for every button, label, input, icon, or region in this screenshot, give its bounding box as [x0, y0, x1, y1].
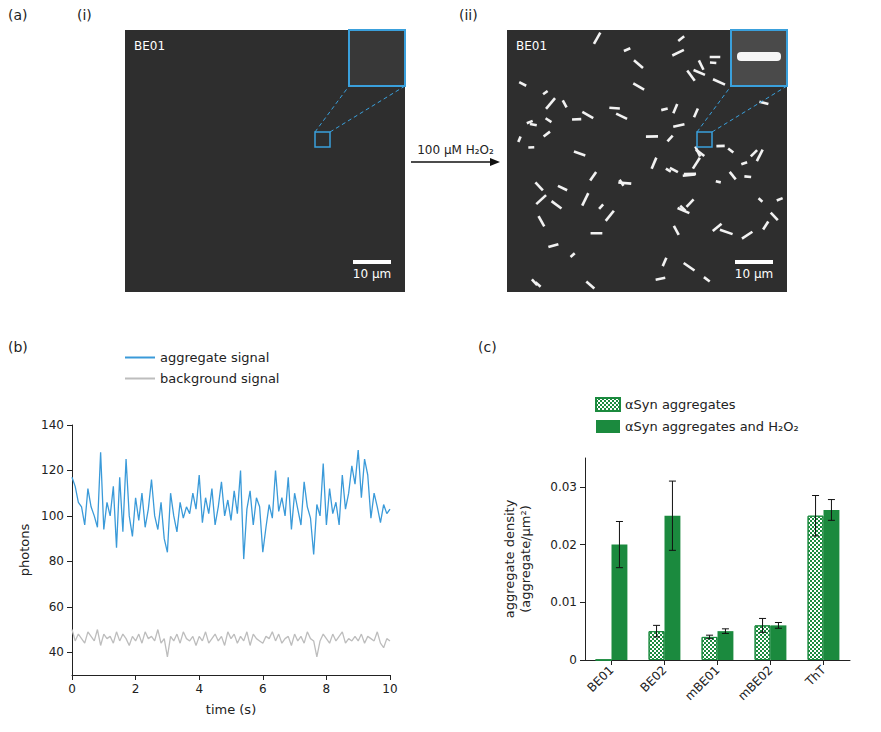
svg-text:mBE02: mBE02 [735, 663, 775, 703]
svg-text:(b): (b) [8, 339, 28, 355]
svg-text:60: 60 [49, 600, 64, 614]
svg-text:120: 120 [41, 463, 64, 477]
svg-text:(a): (a) [8, 7, 28, 23]
svg-text:photons: photons [17, 524, 32, 577]
svg-text:time (s): time (s) [206, 702, 256, 717]
svg-text:BE01: BE01 [516, 39, 547, 53]
svg-text:mBE01: mBE01 [682, 663, 722, 703]
svg-text:BE01: BE01 [585, 663, 617, 695]
svg-text:6: 6 [259, 682, 267, 696]
svg-text:BE02: BE02 [638, 663, 670, 695]
svg-text:0.01: 0.01 [550, 595, 577, 609]
svg-text:10: 10 [382, 682, 397, 696]
svg-text:140: 140 [41, 418, 64, 432]
svg-text:100 μM H₂O₂: 100 μM H₂O₂ [417, 143, 494, 157]
svg-text:10 μm: 10 μm [353, 267, 391, 281]
svg-text:αSyn aggregates: αSyn aggregates [625, 397, 736, 412]
svg-text:100: 100 [41, 509, 64, 523]
svg-text:ThT: ThT [802, 663, 829, 690]
svg-text:0.02: 0.02 [550, 538, 577, 552]
svg-text:aggregate density: aggregate density [502, 499, 517, 618]
svg-text:(i): (i) [77, 7, 92, 23]
svg-text:aggregate signal: aggregate signal [160, 350, 269, 365]
svg-text:2: 2 [132, 682, 140, 696]
svg-text:4: 4 [195, 682, 203, 696]
svg-text:(ii): (ii) [459, 7, 478, 23]
svg-text:0.03: 0.03 [550, 480, 577, 494]
svg-text:BE01: BE01 [134, 39, 165, 53]
svg-text:(aggregate/µm²): (aggregate/µm²) [518, 505, 533, 613]
svg-text:αSyn aggregates and H₂O₂: αSyn aggregates and H₂O₂ [625, 419, 799, 434]
svg-text:0: 0 [68, 682, 76, 696]
svg-text:0: 0 [569, 653, 577, 667]
svg-text:10 μm: 10 μm [735, 267, 773, 281]
svg-text:8: 8 [323, 682, 331, 696]
svg-text:(c): (c) [478, 339, 497, 355]
svg-text:80: 80 [49, 554, 64, 568]
svg-text:background signal: background signal [160, 371, 279, 386]
svg-text:40: 40 [49, 645, 64, 659]
